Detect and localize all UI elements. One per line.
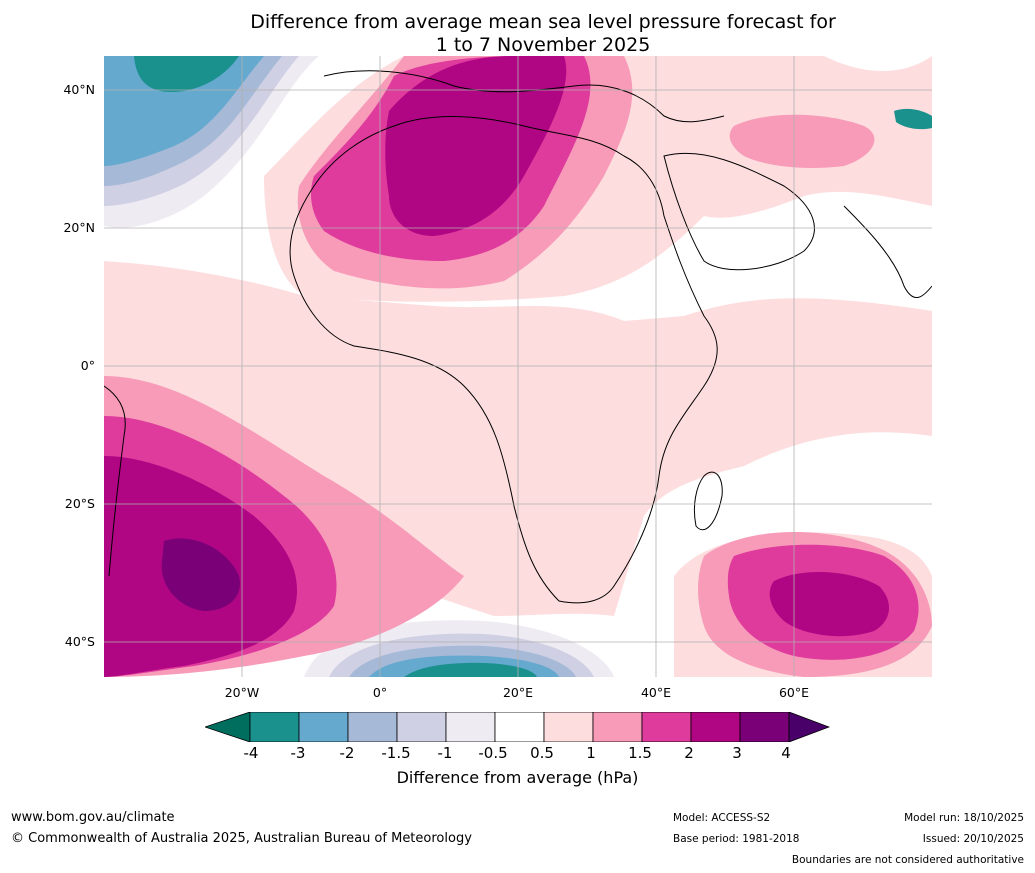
lat-label-40s: 40°S bbox=[64, 634, 95, 649]
colorbar-tick-3: 3 bbox=[732, 744, 742, 762]
footer-copyright: © Commonwealth of Australia 2025, Austra… bbox=[11, 831, 472, 846]
footer-base-period: Base period: 1981-2018 bbox=[673, 833, 800, 845]
map-title-line-2: 1 to 7 November 2025 bbox=[435, 34, 651, 56]
lon-label-20e: 20°E bbox=[502, 685, 534, 700]
footer-model-run: Model run: 18/10/2025 bbox=[904, 812, 1024, 824]
anomaly-middle-east-1-5 bbox=[729, 114, 875, 168]
anomaly-sw-atlantic-4 bbox=[161, 538, 240, 611]
colorbar-tick-4: 4 bbox=[781, 744, 791, 762]
colorbar-bin-8 bbox=[641, 712, 692, 742]
colorbar-bin-7 bbox=[592, 712, 643, 742]
lat-label-20s: 20°S bbox=[64, 496, 95, 511]
colorbar-bin-1 bbox=[298, 712, 349, 742]
anomaly-teal-spot bbox=[894, 108, 932, 130]
colorbar-tick-minus-2: -2 bbox=[339, 744, 355, 762]
colorbar bbox=[205, 712, 830, 742]
india-coastline bbox=[843, 205, 932, 298]
colorbar-tick-0-5: 0.5 bbox=[530, 744, 554, 762]
colorbar-bin-6 bbox=[543, 712, 594, 742]
madagascar-coastline bbox=[693, 471, 723, 531]
colorbar-bin-4 bbox=[445, 712, 496, 742]
lon-label-20w: 20°W bbox=[224, 685, 260, 700]
colorbar-tick-1: 1 bbox=[586, 744, 596, 762]
colorbar-bin-10 bbox=[739, 712, 790, 742]
anomaly-north-africa-3 bbox=[385, 56, 567, 236]
lat-label-20n: 20°N bbox=[63, 220, 95, 235]
colorbar-tick-minus-3: -3 bbox=[290, 744, 306, 762]
colorbar-tick-2: 2 bbox=[684, 744, 694, 762]
graticule bbox=[104, 56, 932, 677]
pressure-anomaly-map bbox=[104, 56, 932, 677]
colorbar-tick-1-5: 1.5 bbox=[628, 744, 652, 762]
footer-website: www.bom.gov.au/climate bbox=[11, 810, 175, 825]
lat-label-40n: 40°N bbox=[63, 82, 95, 97]
anomaly-nw-atlantic-teal bbox=[134, 56, 239, 93]
africa-coastline bbox=[289, 116, 718, 604]
colorbar-extend-low bbox=[205, 712, 251, 742]
colorbar-tick-minus-4: -4 bbox=[243, 744, 259, 762]
colorbar-bin-3 bbox=[396, 712, 447, 742]
lon-label-0: 0° bbox=[372, 685, 388, 700]
anomaly-nw-atlantic-blue bbox=[104, 56, 264, 166]
map-title-line-1: Difference from average mean sea level p… bbox=[250, 11, 836, 33]
colorbar-bin-2 bbox=[347, 712, 398, 742]
south-america-coastline bbox=[104, 385, 126, 577]
colorbar-tick-minus-1: -1 bbox=[437, 744, 453, 762]
colorbar-label: Difference from average (hPa) bbox=[396, 768, 639, 787]
arabia-coastline bbox=[663, 152, 815, 271]
colorbar-bin-9 bbox=[690, 712, 741, 742]
footer-model: Model: ACCESS-S2 bbox=[673, 812, 771, 824]
footer-issued: Issued: 20/10/2025 bbox=[922, 833, 1024, 845]
anomaly-south-atlantic-teal bbox=[404, 662, 537, 677]
colorbar-bin-0 bbox=[249, 712, 300, 742]
footer-disclaimer: Boundaries are not considered authoritat… bbox=[791, 854, 1024, 866]
colorbar-extend-high bbox=[788, 712, 830, 742]
europe-coastline bbox=[323, 70, 725, 123]
anomaly-south-indian-3 bbox=[769, 571, 890, 637]
lon-label-40e: 40°E bbox=[640, 685, 672, 700]
lon-label-60e: 60°E bbox=[778, 685, 810, 700]
colorbar-tick-minus-1-5: -1.5 bbox=[381, 744, 411, 762]
colorbar-bin-5 bbox=[494, 712, 545, 742]
lat-label-0: 0° bbox=[80, 358, 95, 373]
colorbar-tick-minus-0-5: -0.5 bbox=[478, 744, 508, 762]
